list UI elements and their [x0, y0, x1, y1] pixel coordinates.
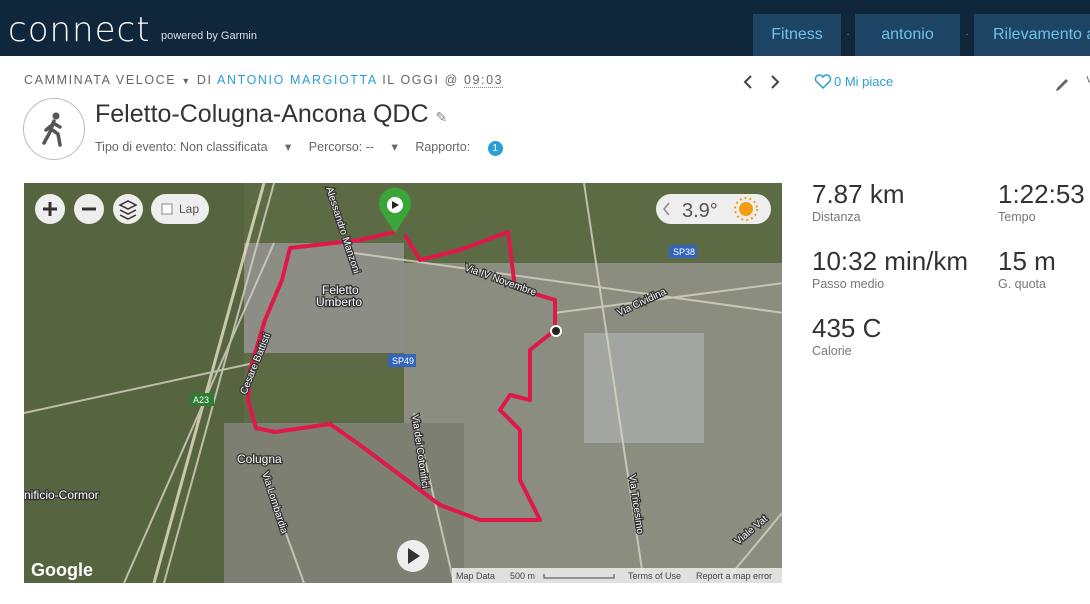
activity-type[interactable]: CAMMINATA VELOCE: [24, 73, 177, 87]
text: 1:22:53: [998, 179, 1085, 209]
route: [246, 230, 557, 522]
report-error[interactable]: Report a map error: [696, 571, 772, 581]
shield: SP38: [673, 247, 695, 257]
text: 435 C: [812, 313, 882, 343]
temperature: 3.9°: [682, 200, 718, 222]
next[interactable]: [771, 75, 780, 89]
text: Tipo di evento: Non classificata: [95, 140, 268, 154]
text: G. quota: [998, 277, 1046, 291]
day: OGGI: [400, 73, 440, 87]
text: Distanza: [812, 210, 861, 224]
map-canvas: Feletto Umberto Colugna Via IV Novembre …: [24, 183, 782, 583]
google-logo: Google: [31, 560, 93, 580]
at-sign: @: [444, 73, 459, 87]
nav-tab[interactable]: Fitness: [753, 14, 841, 56]
text: Feletto-Colugna-Ancona QDC: [95, 100, 429, 128]
text: 10:32 min/km: [812, 246, 969, 276]
at: IL: [382, 73, 396, 87]
weather[interactable]: [656, 194, 771, 224]
scale: 500 m: [510, 571, 535, 581]
stat: 15 m G. quota: [998, 246, 1056, 291]
map[interactable]: Feletto Umberto Colugna Via IV Novembre …: [24, 183, 782, 583]
event-type[interactable]: Tipo di evento: Non classificata ▾: [95, 140, 292, 154]
place: Colugna: [237, 452, 282, 466]
report-count[interactable]: 1: [487, 141, 503, 156]
report: Rapporto: 1: [415, 140, 516, 156]
map-controls: Lap 3.9°: [35, 194, 771, 572]
powered-by: powered by Garmin: [161, 30, 257, 42]
end-marker[interactable]: [550, 325, 562, 337]
pager: [743, 75, 780, 89]
terms[interactable]: Terms of Use: [628, 571, 681, 581]
stat: 1:22:53 Tempo: [998, 179, 1085, 224]
activity-icon: [23, 98, 85, 160]
breadcrumb: CAMMINATA VELOCE ▼ DI ANTONIO MARGIOTTA …: [24, 73, 504, 88]
nav-tab[interactable]: antonio: [855, 14, 960, 56]
lap-label: Lap: [179, 202, 199, 216]
time: 09:03: [463, 73, 504, 88]
top-bar: connect powered by Garmin Fitness · anto…: [0, 0, 1090, 56]
nav-tab[interactable]: Rilevamento a: [974, 14, 1090, 56]
heart-icon: [814, 74, 832, 90]
activity-meta: Tipo di evento: Non classificata ▾ Perco…: [95, 139, 531, 156]
logo[interactable]: connect: [8, 10, 151, 50]
text: Passo medio: [812, 277, 885, 291]
text: Tempo: [998, 210, 1036, 224]
prev[interactable]: [743, 75, 752, 89]
author[interactable]: ANTONIO MARGIOTTA: [217, 73, 378, 87]
lap-toggle[interactable]: [151, 194, 209, 224]
place: nificio-Cormor: [24, 488, 99, 502]
edit-icon[interactable]: [1056, 79, 1068, 91]
map-data[interactable]: Map Data: [456, 571, 495, 581]
activity-title: Feletto-Colugna-Ancona QDC ✎: [95, 100, 448, 128]
stat: 7.87 km Distanza: [812, 179, 905, 224]
place: Feletto: [322, 283, 359, 297]
by: DI: [196, 73, 213, 87]
shield: A23: [193, 395, 209, 405]
place: Umberto: [316, 295, 362, 309]
likes[interactable]: 0 Mi piace: [834, 74, 894, 89]
stat: 435 C Calorie: [812, 313, 881, 358]
stat: 10:32 min/km Passo medio: [812, 246, 968, 291]
text: 15 m: [998, 246, 1056, 276]
road-shields: SP38 SP49 A23: [190, 245, 697, 406]
shield: SP49: [392, 356, 414, 366]
text: Percorso: --: [308, 140, 375, 154]
course[interactable]: Percorso: -- ▾: [308, 140, 398, 154]
tools: [1056, 75, 1090, 91]
text: Calorie: [812, 344, 852, 358]
text: 7.87 km: [812, 179, 905, 209]
text: Rapporto:: [415, 140, 471, 154]
